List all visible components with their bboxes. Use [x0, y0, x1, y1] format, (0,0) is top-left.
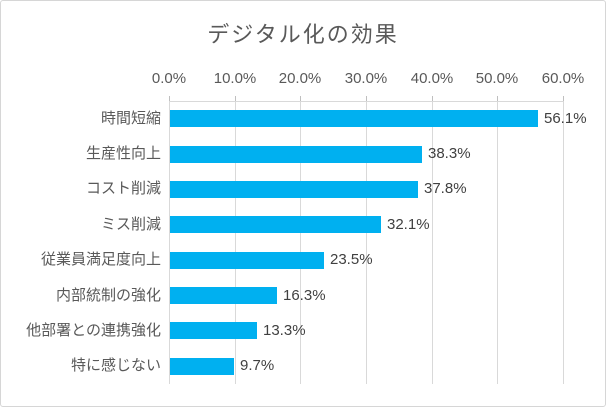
axis-tick-mark: [366, 96, 367, 101]
category-label: 特に感じない: [70, 357, 161, 374]
category-label: 時間短縮: [100, 110, 161, 127]
value-label: 13.3%: [263, 322, 306, 339]
value-label: 23.5%: [330, 251, 373, 268]
category-label: コスト削減: [85, 180, 161, 197]
x-axis-tick-label: 60.0%: [541, 70, 585, 87]
value-label: 32.1%: [387, 216, 430, 233]
gridline: [169, 101, 170, 384]
bar: [170, 322, 257, 339]
axis-tick-mark: [432, 96, 433, 101]
axis-tick-mark: [235, 96, 236, 101]
gridline: [366, 101, 367, 384]
gridline: [432, 101, 433, 384]
value-label: 38.3%: [428, 145, 471, 162]
category-label: ミス削減: [100, 216, 161, 233]
value-label: 37.8%: [424, 180, 467, 197]
gridline: [235, 101, 236, 384]
x-axis-tick-label: 10.0%: [213, 70, 257, 87]
bar: [170, 110, 538, 127]
bar: [170, 181, 418, 198]
value-label: 9.7%: [240, 357, 275, 374]
category-label: 従業員満足度向上: [40, 251, 161, 268]
axis-tick-mark: [169, 96, 170, 101]
chart-title: デジタル化の効果: [207, 22, 399, 47]
category-label: 生産性向上: [85, 145, 161, 162]
x-axis-tick-label: 20.0%: [278, 70, 322, 87]
value-label: 56.1%: [544, 110, 587, 127]
x-axis-tick-label: 50.0%: [475, 70, 519, 87]
axis-tick-mark: [563, 96, 564, 101]
x-axis-tick-label: 30.0%: [344, 70, 388, 87]
x-axis-tick-label: 0.0%: [151, 70, 187, 87]
value-label: 16.3%: [283, 287, 326, 304]
bar: [170, 287, 277, 304]
bar: [170, 252, 324, 269]
gridline: [497, 101, 498, 384]
bar: [170, 146, 422, 163]
axis-tick-mark: [300, 96, 301, 101]
axis-tick-mark: [497, 96, 498, 101]
x-axis-tick-label: 40.0%: [410, 70, 454, 87]
gridline: [563, 101, 564, 384]
bar: [170, 216, 381, 233]
bar: [170, 358, 234, 375]
category-label: 他部署との連携強化: [26, 322, 161, 339]
category-label: 内部統制の強化: [55, 287, 161, 304]
gridline: [300, 101, 301, 384]
